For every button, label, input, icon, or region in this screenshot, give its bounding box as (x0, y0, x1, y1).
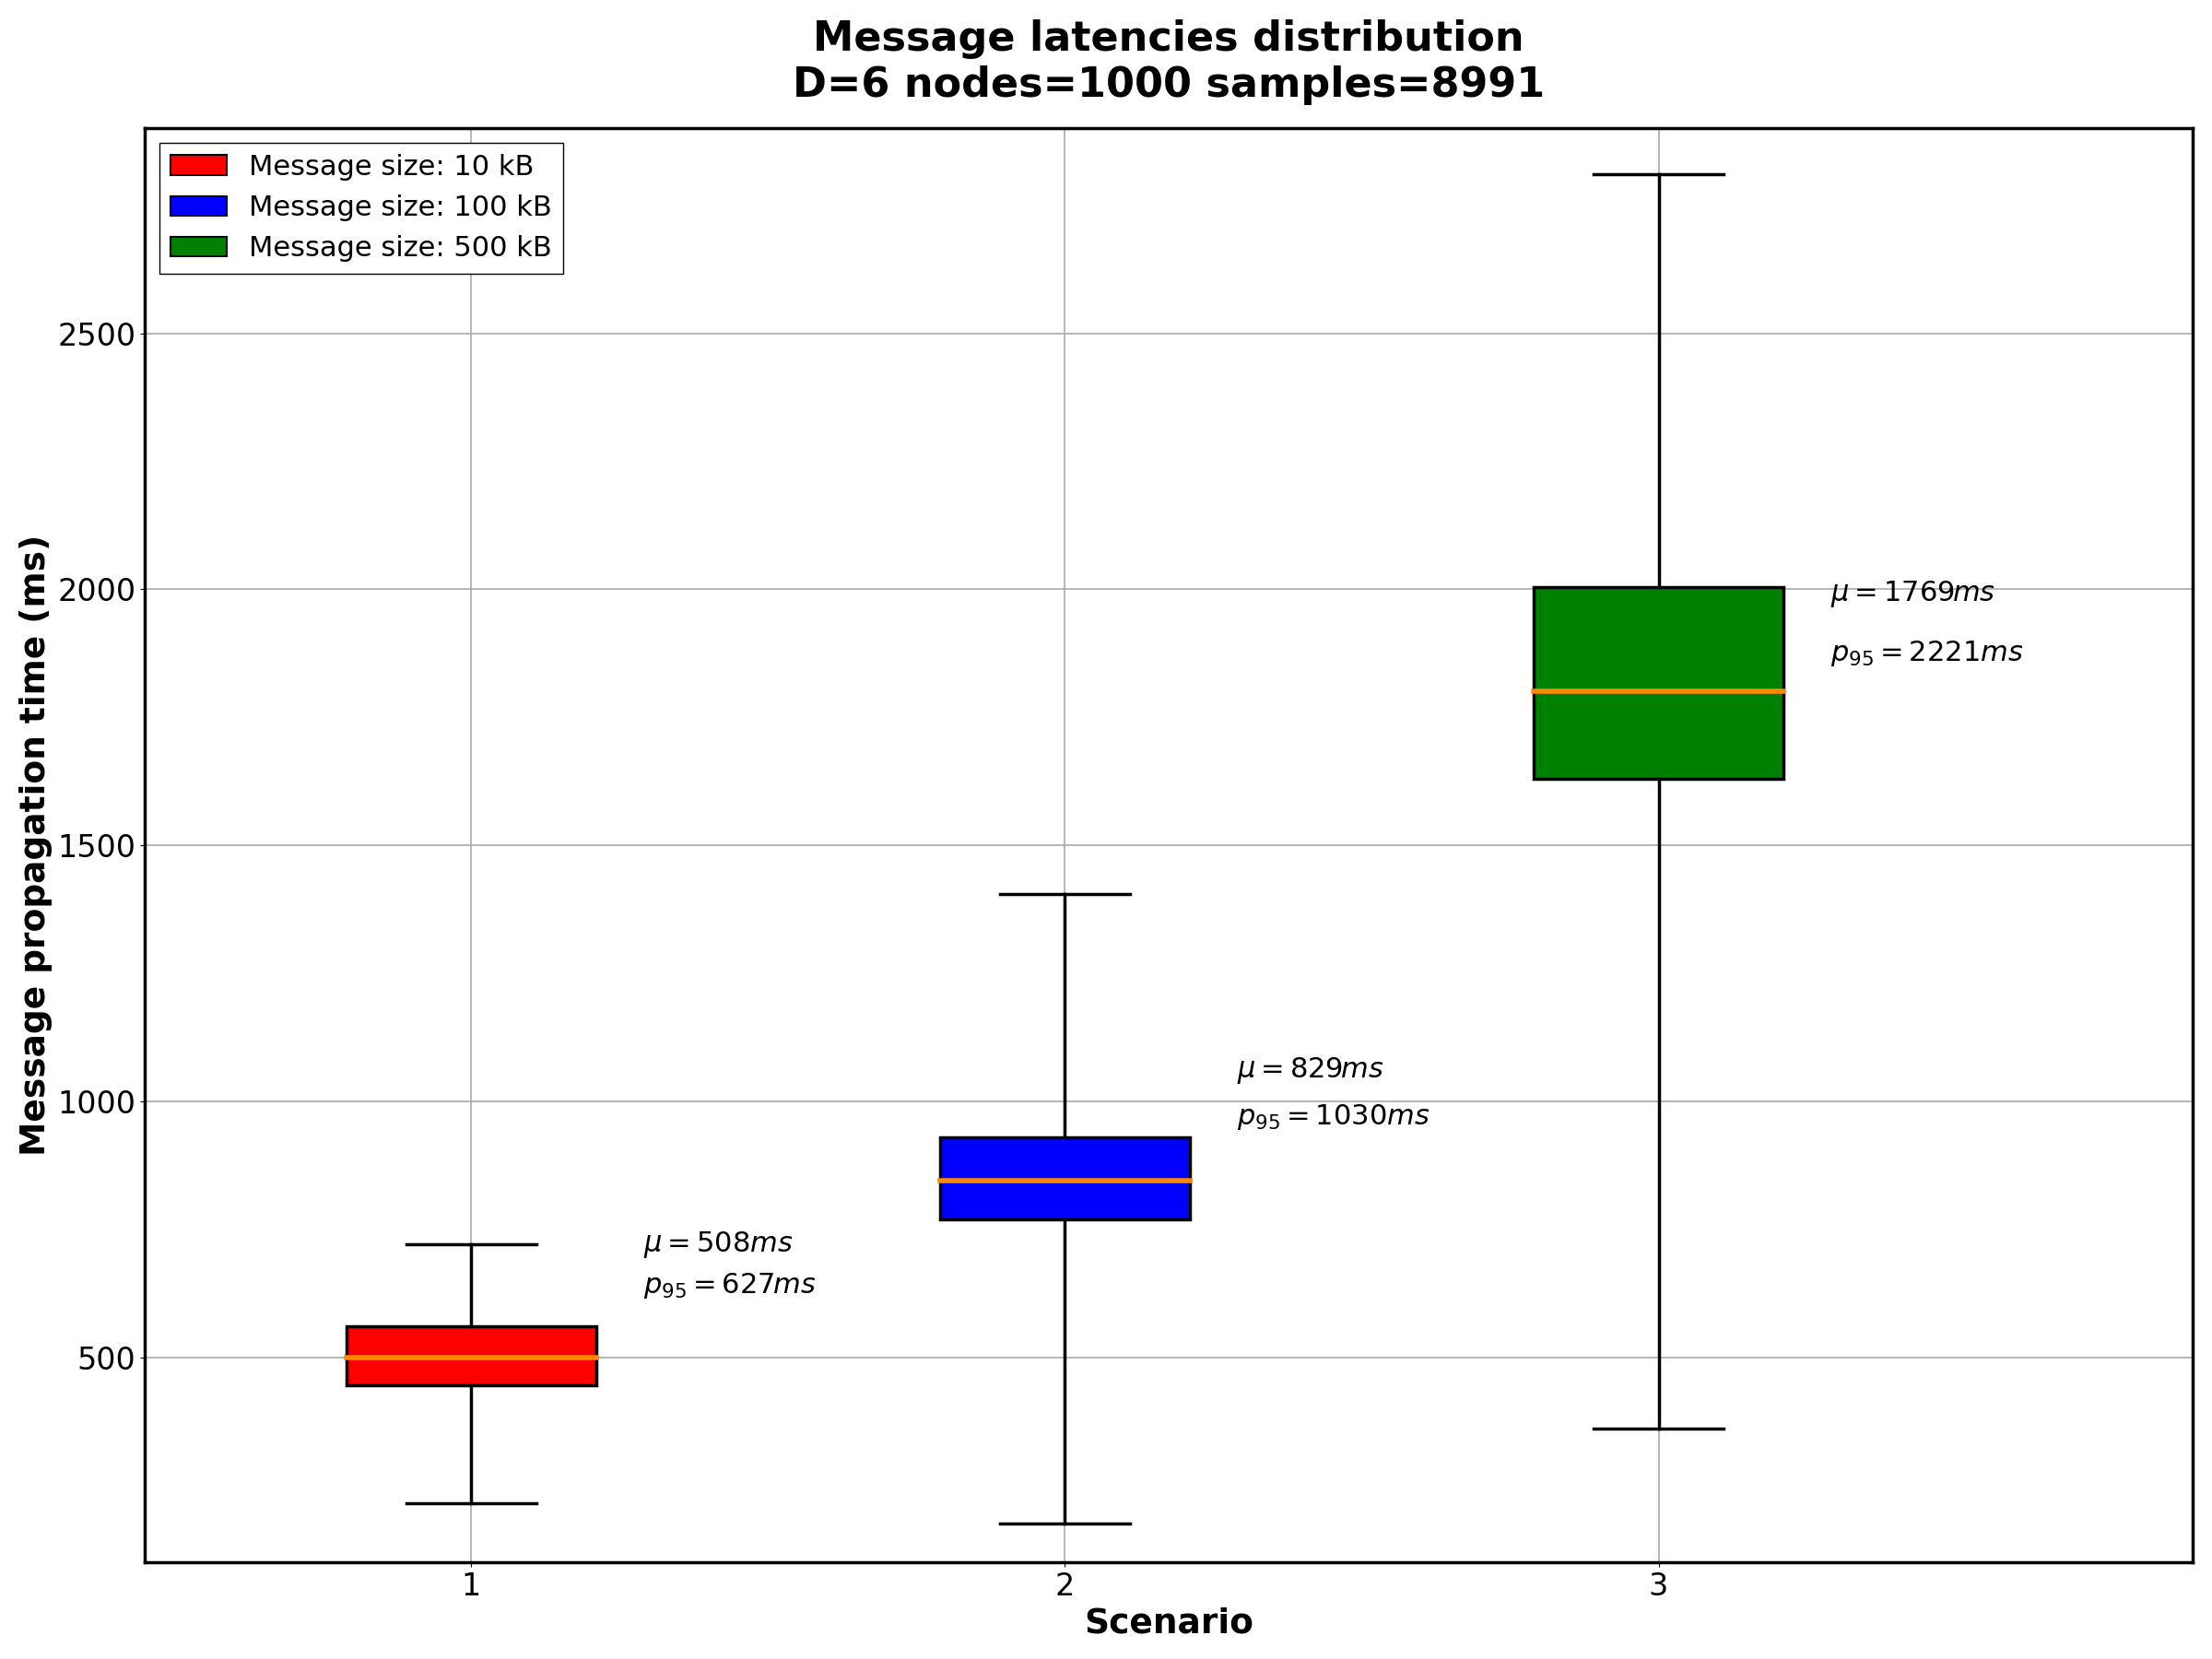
Bar (940, 1136, 1190, 1219)
Text: $\mu = 1769 ms$: $\mu = 1769 ms$ (1832, 579, 1995, 609)
Bar (1533, 587, 1783, 778)
Text: $p_{95} = 1030 ms$: $p_{95} = 1030 ms$ (1237, 1102, 1431, 1131)
Y-axis label: Message propagation time (ms): Message propagation time (ms) (20, 534, 53, 1156)
Bar (347, 1327, 595, 1385)
X-axis label: Scenario: Scenario (1084, 1606, 1254, 1639)
Text: $p_{95} = 2221 ms$: $p_{95} = 2221 ms$ (1832, 639, 2024, 669)
Text: $\mu = 508 ms$: $\mu = 508 ms$ (644, 1229, 794, 1259)
Title: Message latencies distribution
D=6 nodes=1000 samples=8991: Message latencies distribution D=6 nodes… (792, 20, 1544, 105)
Text: $p_{95} = 627 ms$: $p_{95} = 627 ms$ (644, 1271, 816, 1301)
Text: $\mu = 829 ms$: $\mu = 829 ms$ (1237, 1055, 1385, 1085)
Legend: Message size: 10 kB, Message size: 100 kB, Message size: 500 kB: Message size: 10 kB, Message size: 100 k… (159, 143, 564, 274)
